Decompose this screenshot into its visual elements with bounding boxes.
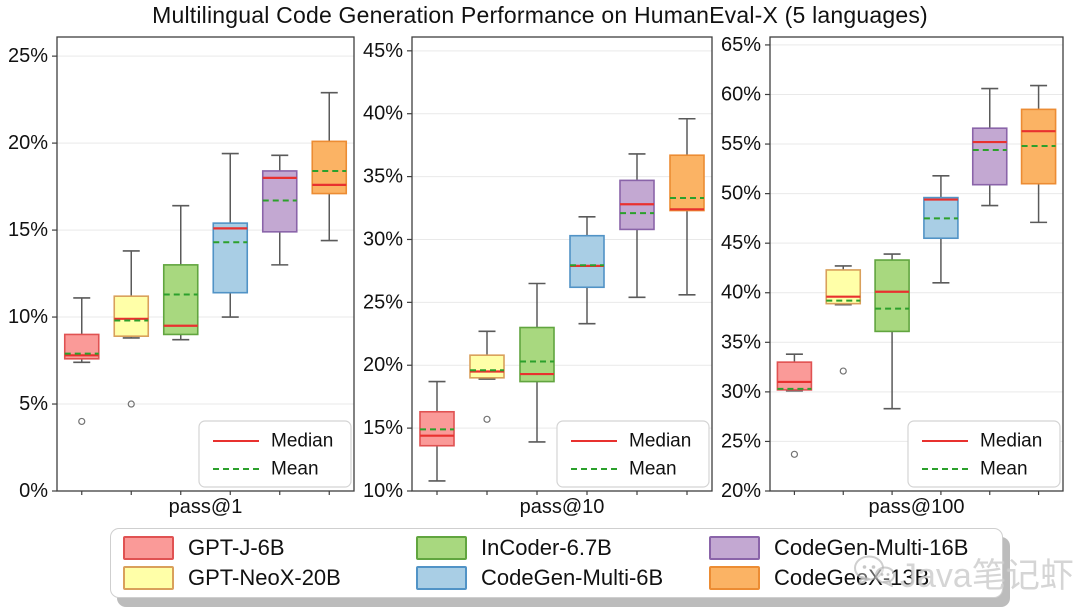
y-tick-label: 10% [363,480,403,502]
y-tick-label: 30% [363,228,403,250]
boxplot-codegeex-13b [311,91,348,242]
y-tick-label: 15% [8,219,48,241]
boxplot-gpt-j-6b [776,353,813,458]
boxplot-codegen-multi-16b [261,154,298,266]
mean-label: Mean [980,459,1028,480]
median-mean-legend: Median Mean [556,420,710,488]
boxplot-codegen-multi-16b [619,153,655,299]
x-axis-label: pass@10 [520,496,605,518]
legend-item-codegeex-13b: CodeGeeX-13B [703,565,996,591]
y-tick-label: 50% [721,183,761,205]
panel-pass@100: 20% 25% 30% 35% 40% 45% 50% 55% 60% 65% pass@100 Me… [721,34,1064,518]
y-tick-label: 60% [721,83,761,105]
boxplot-gpt-j-6b [419,380,455,482]
y-tick-label: 55% [721,133,761,155]
y-tick-label: 45% [721,232,761,254]
legend-item-codegen-multi-6b: CodeGen-Multi-6B [410,565,703,591]
boxplot-gpt-neox-20b [825,265,862,375]
legend-label: GPT-NeoX-20B [188,565,341,590]
mean-label: Mean [629,459,677,480]
y-tick-label: 10% [8,306,48,328]
legend-label: CodeGen-Multi-6B [481,565,664,590]
boxplot-incoder-6.7b [519,282,555,443]
y-tick-label: 30% [721,381,761,403]
x-axis-label: pass@1 [169,496,243,518]
y-tick-label: 20% [363,354,403,376]
y-tick-label: 25% [363,291,403,313]
x-axis-label: pass@100 [869,496,965,518]
y-tick-label: 20% [8,132,48,154]
boxplot-chart: 0% 5% 10% 15% 20% 25% pass@1 Median Mean 10% 15% 20… [8,34,1064,518]
legend-item-incoder-6.7b: InCoder-6.7B [410,535,703,561]
median-mean-legend: Median Mean [198,420,352,488]
median-label: Median [271,431,333,452]
legend-label: CodeGen-Multi-16B [774,535,969,560]
y-tick-label: 20% [721,480,761,502]
y-tick-label: 25% [8,45,48,67]
median-label: Median [629,431,691,452]
boxplot-codegeex-13b [1020,84,1057,224]
boxplot-codegen-multi-6b [569,216,605,325]
median-label: Median [980,431,1042,452]
boxplot-gpt-neox-20b [469,330,505,423]
legend-item-gpt-neox-20b: GPT-NeoX-20B [117,565,410,591]
boxplot-codegen-multi-16b [971,87,1008,207]
boxplot-gpt-neox-20b [113,250,150,408]
legend-item-gpt-j-6b: GPT-J-6B [117,535,410,561]
legend-label: GPT-J-6B [188,535,285,560]
y-tick-label: 35% [721,331,761,353]
legend-swatch [123,566,174,590]
model-legend: GPT-J-6B GPT-NeoX-20B InCoder-6.7B CodeGen-… [110,528,1003,598]
legend-swatch [123,536,174,560]
median-mean-legend: Median Mean [907,420,1061,488]
y-tick-label: 65% [721,34,761,56]
legend-swatch [416,536,467,560]
mean-label: Mean [271,459,319,480]
y-tick-label: 15% [363,417,403,439]
panel-pass@1: 0% 5% 10% 15% 20% 25% pass@1 Median Mean [8,36,355,518]
boxplot-codegen-multi-6b [923,174,959,284]
legend-swatch [416,566,467,590]
chart-title: Multilingual Code Generation Performance… [152,2,928,28]
y-tick-label: 40% [363,103,403,125]
panel-pass@10: 10% 15% 20% 25% 30% 35% 40% 45% pass@10 Median Mea… [363,36,713,518]
legend-label: CodeGeeX-13B [774,565,930,590]
legend-label: InCoder-6.7B [481,535,612,560]
boxplot-incoder-6.7b [162,204,199,341]
y-tick-label: 25% [721,430,761,452]
boxplot-gpt-j-6b [63,297,100,426]
boxplot-codegen-multi-6b [212,152,249,318]
y-tick-label: 5% [19,393,48,415]
boxplot-incoder-6.7b [874,253,910,410]
y-tick-label: 45% [363,40,403,62]
boxplot-codegeex-13b [669,117,705,296]
legend-swatch [709,566,760,590]
legend-swatch [709,536,760,560]
y-tick-label: 0% [19,480,48,502]
y-tick-label: 35% [363,166,403,188]
legend-item-codegen-multi-16b: CodeGen-Multi-16B [703,535,996,561]
y-tick-label: 40% [721,282,761,304]
